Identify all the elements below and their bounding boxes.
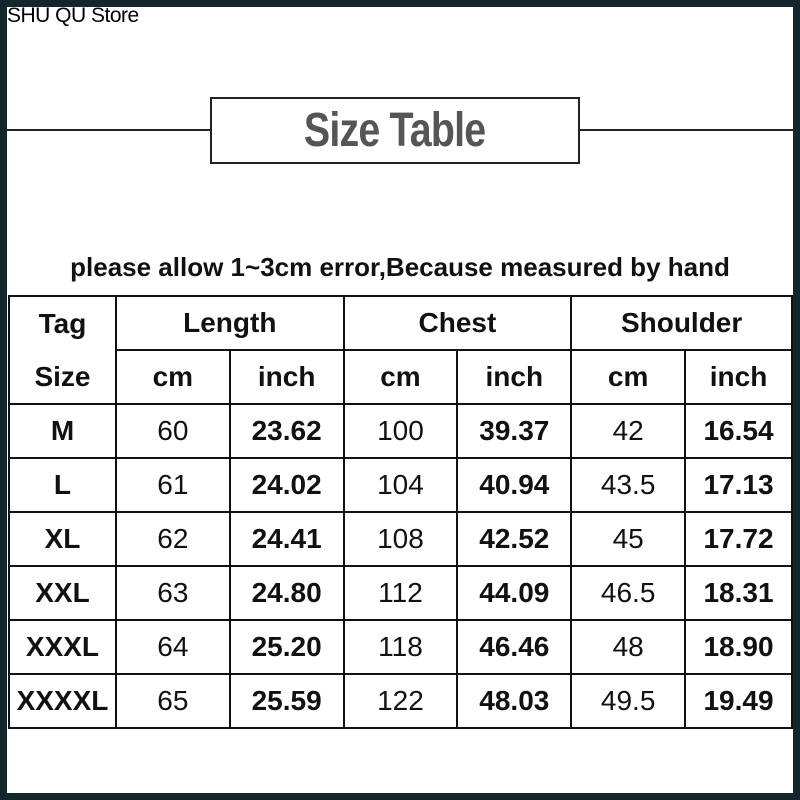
size-cell: L bbox=[8, 457, 117, 513]
measurement-note: please allow 1~3cm error,Because measure… bbox=[70, 252, 730, 282]
value-cell: 25.20 bbox=[228, 619, 345, 675]
value-cell: 18.90 bbox=[684, 619, 793, 675]
table-row: XXXL 64 25.20 118 46.46 48 18.90 bbox=[8, 619, 793, 675]
value-cell: 122 bbox=[342, 673, 459, 729]
value-cell: 64 bbox=[114, 619, 231, 675]
value-cell: 42.52 bbox=[456, 511, 573, 567]
size-cell: XL bbox=[8, 511, 117, 567]
value-cell: 24.02 bbox=[228, 457, 345, 513]
store-name: SHU QU Store bbox=[7, 4, 139, 27]
value-cell: 17.13 bbox=[684, 457, 793, 513]
value-cell: 48.03 bbox=[456, 673, 573, 729]
value-cell: 108 bbox=[342, 511, 459, 567]
divider-left bbox=[7, 129, 210, 131]
table-row: L 61 24.02 104 40.94 43.5 17.13 bbox=[8, 457, 793, 513]
value-cell: 23.62 bbox=[228, 403, 345, 459]
value-cell: 48 bbox=[570, 619, 687, 675]
value-cell: 46.46 bbox=[456, 619, 573, 675]
value-cell: 112 bbox=[342, 565, 459, 621]
shoulder-header: Shoulder bbox=[570, 295, 793, 351]
header-row: Tag Length Chest Shoulder bbox=[8, 295, 793, 351]
size-header: Size bbox=[8, 350, 117, 405]
unit-header: inch bbox=[456, 349, 573, 405]
value-cell: 104 bbox=[342, 457, 459, 513]
value-cell: 17.72 bbox=[684, 511, 793, 567]
units-row: Size cm inch cm inch cm inch bbox=[8, 349, 793, 405]
unit-header: cm bbox=[114, 349, 231, 405]
length-header: Length bbox=[114, 295, 345, 351]
table-row: XXL 63 24.80 112 44.09 46.5 18.31 bbox=[8, 565, 793, 621]
unit-header: cm bbox=[570, 349, 687, 405]
value-cell: 100 bbox=[342, 403, 459, 459]
value-cell: 44.09 bbox=[456, 565, 573, 621]
value-cell: 62 bbox=[114, 511, 231, 567]
table-row: M 60 23.62 100 39.37 42 16.54 bbox=[8, 403, 793, 459]
value-cell: 61 bbox=[114, 457, 231, 513]
size-cell: XXL bbox=[8, 565, 117, 621]
value-cell: 118 bbox=[342, 619, 459, 675]
divider-right bbox=[578, 129, 793, 131]
value-cell: 43.5 bbox=[570, 457, 687, 513]
unit-header: inch bbox=[684, 349, 793, 405]
size-table: Tag Length Chest Shoulder Size cm inch c… bbox=[8, 295, 793, 729]
value-cell: 60 bbox=[114, 403, 231, 459]
size-cell: M bbox=[8, 403, 117, 459]
unit-header: inch bbox=[228, 349, 345, 405]
value-cell: 24.41 bbox=[228, 511, 345, 567]
title-box: Size Table bbox=[210, 97, 580, 164]
value-cell: 49.5 bbox=[570, 673, 687, 729]
value-cell: 42 bbox=[570, 403, 687, 459]
size-chart-image: SHU QU Store Size Table please allow 1~3… bbox=[7, 4, 793, 793]
table-row: XXXXL 65 25.59 122 48.03 49.5 19.49 bbox=[8, 673, 793, 729]
value-cell: 46.5 bbox=[570, 565, 687, 621]
size-cell: XXXL bbox=[8, 619, 117, 675]
chest-header: Chest bbox=[342, 295, 573, 351]
value-cell: 45 bbox=[570, 511, 687, 567]
page-title: Size Table bbox=[304, 104, 486, 157]
table-row: XL 62 24.41 108 42.52 45 17.72 bbox=[8, 511, 793, 567]
value-cell: 19.49 bbox=[684, 673, 793, 729]
value-cell: 40.94 bbox=[456, 457, 573, 513]
unit-header: cm bbox=[342, 349, 459, 405]
value-cell: 18.31 bbox=[684, 565, 793, 621]
value-cell: 39.37 bbox=[456, 403, 573, 459]
value-cell: 63 bbox=[114, 565, 231, 621]
size-cell: XXXXL bbox=[8, 673, 117, 729]
value-cell: 25.59 bbox=[228, 673, 345, 729]
value-cell: 65 bbox=[114, 673, 231, 729]
value-cell: 16.54 bbox=[684, 403, 793, 459]
value-cell: 24.80 bbox=[228, 565, 345, 621]
tag-header: Tag bbox=[8, 295, 117, 350]
